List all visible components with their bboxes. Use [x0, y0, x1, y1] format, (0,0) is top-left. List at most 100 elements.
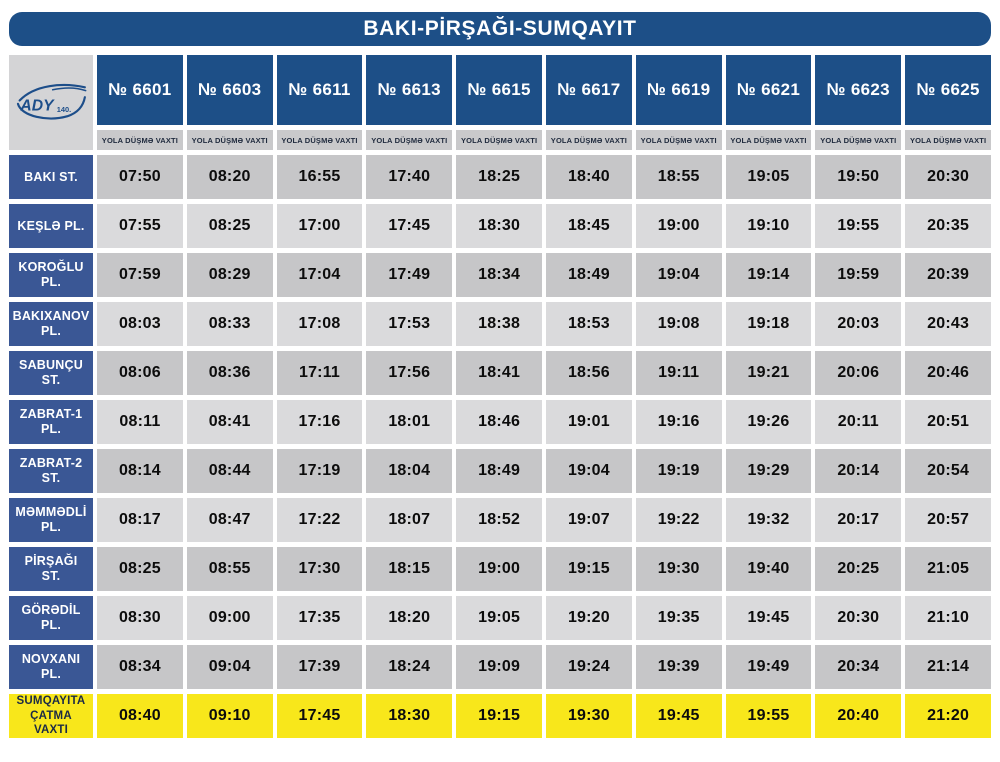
time-cell: 08:34 — [97, 645, 183, 689]
station-label: ZABRAT-2 ST. — [9, 449, 93, 493]
time-cell: 21:10 — [905, 596, 991, 640]
arrival-time-cell: 18:30 — [366, 694, 453, 738]
ady-railways-logo-icon: ADY 140. — [16, 83, 87, 120]
time-cell: 19:45 — [725, 596, 812, 640]
time-cell: 09:00 — [186, 596, 273, 640]
time-cell: 20:06 — [815, 351, 902, 395]
time-cell: 20:11 — [815, 400, 902, 444]
time-cell: 07:59 — [97, 253, 183, 297]
time-cell: 19:22 — [635, 498, 722, 542]
station-label: KOROĞLU PL. — [9, 253, 93, 297]
time-cell: 08:20 — [186, 155, 273, 199]
station-label: GÖRƏDİL PL. — [9, 596, 93, 640]
time-cell: 18:24 — [366, 645, 453, 689]
svg-text:ADY: ADY — [19, 97, 55, 114]
time-cell: 19:30 — [635, 547, 722, 591]
time-cell: 19:35 — [635, 596, 722, 640]
time-cell: 19:21 — [725, 351, 812, 395]
time-cell: 17:39 — [276, 645, 363, 689]
time-cell: 19:39 — [635, 645, 722, 689]
time-cell: 21:05 — [905, 547, 991, 591]
time-cell: 19:04 — [546, 449, 632, 493]
time-cell: 17:22 — [276, 498, 363, 542]
time-cell: 19:01 — [546, 400, 632, 444]
time-cell: 19:11 — [635, 351, 722, 395]
time-cell: 18:34 — [456, 253, 542, 297]
time-cell: 17:30 — [276, 547, 363, 591]
station-label: BAKI ST. — [9, 155, 93, 199]
departure-time-subheader: YOLA DÜŞMƏ VAXTI — [366, 130, 453, 150]
time-cell: 18:49 — [456, 449, 542, 493]
time-cell: 18:30 — [456, 204, 542, 248]
time-cell: 20:30 — [815, 596, 902, 640]
time-cell: 16:55 — [276, 155, 363, 199]
time-cell: 17:35 — [276, 596, 363, 640]
time-cell: 18:01 — [366, 400, 453, 444]
time-cell: 20:30 — [905, 155, 991, 199]
departure-time-subheader: YOLA DÜŞMƏ VAXTI — [546, 130, 632, 150]
time-cell: 19:16 — [635, 400, 722, 444]
departure-time-subheader: YOLA DÜŞMƏ VAXTI — [456, 130, 542, 150]
time-cell: 19:18 — [725, 302, 812, 346]
arrival-time-cell: 19:15 — [456, 694, 542, 738]
time-cell: 07:55 — [97, 204, 183, 248]
time-cell: 20:51 — [905, 400, 991, 444]
time-cell: 19:00 — [456, 547, 542, 591]
time-cell: 18:53 — [546, 302, 632, 346]
time-cell: 19:29 — [725, 449, 812, 493]
train-number-header: № 6611 — [276, 55, 363, 125]
time-cell: 19:59 — [815, 253, 902, 297]
time-cell: 20:54 — [905, 449, 991, 493]
time-cell: 08:03 — [97, 302, 183, 346]
time-cell: 08:11 — [97, 400, 183, 444]
time-cell: 17:19 — [276, 449, 363, 493]
time-cell: 18:15 — [366, 547, 453, 591]
timetable-board: BAKI-PİRŞAĞI-SUMQAYIT ADY 140. № 6601 YOL… — [0, 12, 1000, 762]
train-number-header: № 6613 — [366, 55, 453, 125]
time-cell: 18:45 — [546, 204, 632, 248]
time-cell: 17:56 — [366, 351, 453, 395]
time-cell: 08:44 — [186, 449, 273, 493]
arrival-time-cell: 19:55 — [725, 694, 812, 738]
arrival-time-cell: 20:40 — [815, 694, 902, 738]
time-cell: 19:40 — [725, 547, 812, 591]
route-title-bar: BAKI-PİRŞAĞI-SUMQAYIT — [9, 12, 991, 46]
station-label: PİRŞAĞI ST. — [9, 547, 93, 591]
time-cell: 19:15 — [546, 547, 632, 591]
time-cell: 18:46 — [456, 400, 542, 444]
time-cell: 18:04 — [366, 449, 453, 493]
time-cell: 20:39 — [905, 253, 991, 297]
time-cell: 20:35 — [905, 204, 991, 248]
time-cell: 17:45 — [366, 204, 453, 248]
time-cell: 19:04 — [635, 253, 722, 297]
time-cell: 17:04 — [276, 253, 363, 297]
time-cell: 19:49 — [725, 645, 812, 689]
time-cell: 17:11 — [276, 351, 363, 395]
arrival-time-cell: 19:45 — [635, 694, 722, 738]
time-cell: 08:29 — [186, 253, 273, 297]
time-cell: 08:41 — [186, 400, 273, 444]
time-cell: 19:10 — [725, 204, 812, 248]
train-number-header: № 6623 — [815, 55, 902, 125]
time-cell: 17:53 — [366, 302, 453, 346]
time-cell: 19:00 — [635, 204, 722, 248]
time-cell: 20:14 — [815, 449, 902, 493]
time-cell: 19:09 — [456, 645, 542, 689]
time-cell: 19:55 — [815, 204, 902, 248]
departure-time-subheader: YOLA DÜŞMƏ VAXTI — [815, 130, 902, 150]
time-cell: 19:08 — [635, 302, 722, 346]
station-label: ZABRAT-1 PL. — [9, 400, 93, 444]
time-cell: 18:56 — [546, 351, 632, 395]
time-cell: 08:25 — [186, 204, 273, 248]
time-cell: 18:55 — [635, 155, 722, 199]
departure-time-subheader: YOLA DÜŞMƏ VAXTI — [97, 130, 183, 150]
time-cell: 20:17 — [815, 498, 902, 542]
time-cell: 18:38 — [456, 302, 542, 346]
time-cell: 19:05 — [456, 596, 542, 640]
svg-text:140.: 140. — [57, 105, 71, 114]
station-label: BAKIXANOV PL. — [9, 302, 93, 346]
train-number-header: № 6619 — [635, 55, 722, 125]
departure-time-subheader: YOLA DÜŞMƏ VAXTI — [635, 130, 722, 150]
arrival-time-cell: 09:10 — [186, 694, 273, 738]
time-cell: 19:24 — [546, 645, 632, 689]
